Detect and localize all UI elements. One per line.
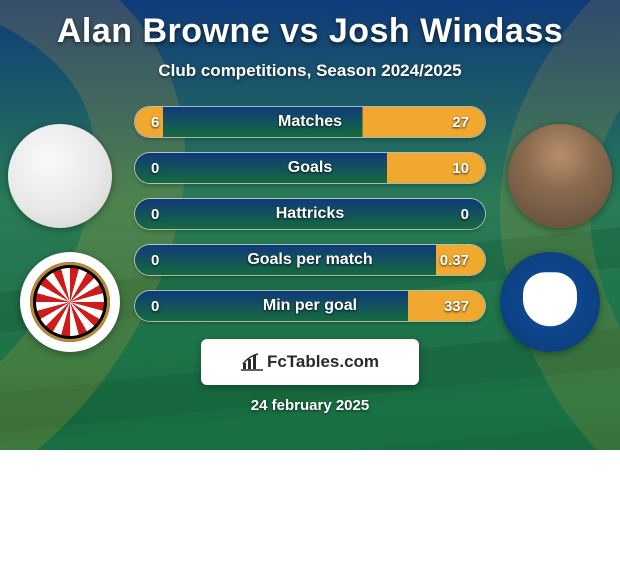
stat-row: 0Min per goal337 bbox=[135, 291, 485, 321]
brand-text: FcTables.com bbox=[267, 352, 379, 372]
stat-left-value: 0 bbox=[151, 298, 159, 315]
page-title: Alan Browne vs Josh Windass bbox=[0, 12, 620, 51]
stat-label: Hattricks bbox=[135, 205, 485, 223]
subtitle: Club competitions, Season 2024/2025 bbox=[0, 61, 620, 81]
stat-label: Goals bbox=[135, 159, 485, 177]
stat-row: 0Hattricks0 bbox=[135, 199, 485, 229]
stat-left-value: 0 bbox=[151, 206, 159, 223]
stat-right-value: 10 bbox=[452, 160, 469, 177]
club-left-crest bbox=[20, 252, 120, 352]
stat-label: Goals per match bbox=[135, 251, 485, 269]
stat-row: 6Matches27 bbox=[135, 107, 485, 137]
brand-box: FcTables.com bbox=[201, 339, 419, 385]
stat-left-value: 0 bbox=[151, 252, 159, 269]
stat-row: 0Goals per match0.37 bbox=[135, 245, 485, 275]
club-right-crest bbox=[500, 252, 600, 352]
stat-right-value: 27 bbox=[452, 114, 469, 131]
stat-right-value: 337 bbox=[444, 298, 469, 315]
date-label: 24 february 2025 bbox=[0, 397, 620, 414]
stat-right-value: 0 bbox=[461, 206, 469, 223]
stat-label: Min per goal bbox=[135, 297, 485, 315]
bar-chart-icon bbox=[241, 353, 263, 371]
player-left-avatar bbox=[8, 124, 112, 228]
stat-row: 0Goals10 bbox=[135, 153, 485, 183]
stat-left-value: 0 bbox=[151, 160, 159, 177]
stat-left-value: 6 bbox=[151, 114, 159, 131]
player-right-avatar bbox=[508, 124, 612, 228]
comparison-card: Alan Browne vs Josh Windass Club competi… bbox=[0, 0, 620, 450]
stat-label: Matches bbox=[135, 113, 485, 131]
stats-list: 6Matches270Goals100Hattricks00Goals per … bbox=[135, 107, 485, 321]
stat-right-value: 0.37 bbox=[440, 252, 469, 269]
